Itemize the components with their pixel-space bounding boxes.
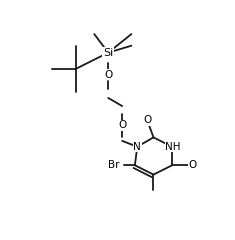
Text: Br: Br xyxy=(108,160,120,170)
Text: O: O xyxy=(104,70,112,80)
Text: O: O xyxy=(118,120,126,130)
Text: O: O xyxy=(188,160,197,170)
Text: NH: NH xyxy=(165,142,181,152)
Text: O: O xyxy=(144,115,152,126)
Text: N: N xyxy=(133,142,141,152)
Text: Si: Si xyxy=(103,48,113,58)
